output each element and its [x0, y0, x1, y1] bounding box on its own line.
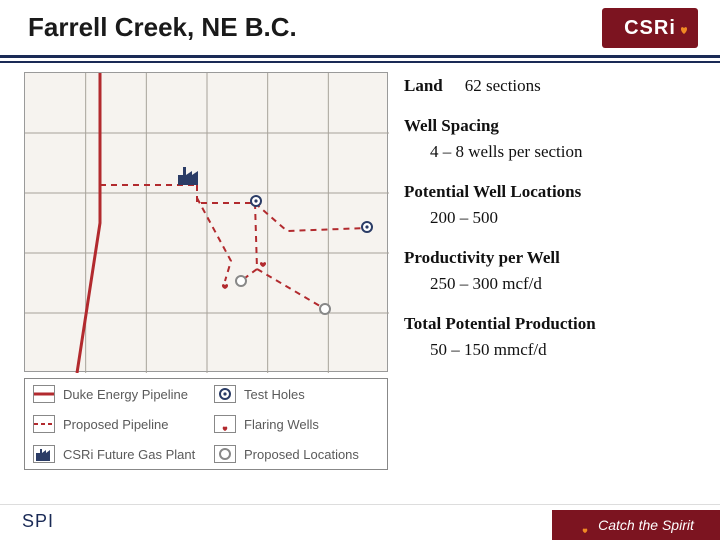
stat-spacing: Well Spacing 4 – 8 wells per section [404, 116, 704, 162]
legend-item-ploc: Proposed Locations [206, 439, 387, 469]
stat-value: 250 – 300 mcf/d [430, 274, 704, 294]
legend-item-plant: CSRi Future Gas Plant [25, 439, 206, 469]
footer-ribbon-text: Catch the Spirit [598, 517, 694, 533]
stat-productivity: Productivity per Well 250 – 300 mcf/d [404, 248, 704, 294]
legend-label: Proposed Locations [244, 447, 359, 462]
stat-total: Total Potential Production 50 – 150 mmcf… [404, 314, 704, 360]
footer-left: SPI [22, 511, 54, 532]
gas-plant-icon [33, 445, 55, 463]
proposed-location-icon [214, 445, 236, 463]
legend: Duke Energy Pipeline Test Holes Proposed… [24, 378, 388, 470]
title-bar: Farrell Creek, NE B.C. CSRi [0, 0, 720, 58]
stat-locations: Potential Well Locations 200 – 500 [404, 182, 704, 228]
map [24, 72, 388, 372]
stat-label: Land [404, 76, 443, 95]
stat-value: 4 – 8 wells per section [430, 142, 704, 162]
legend-label: Test Holes [244, 387, 305, 402]
flame-icon [676, 14, 692, 34]
legend-item-flare: Flaring Wells [206, 409, 387, 439]
map-svg [25, 73, 389, 373]
stat-label: Well Spacing [404, 116, 499, 135]
test-hole-icon [214, 385, 236, 403]
brand-logo-text: CSRi [624, 17, 676, 40]
footer-ribbon: Catch the Spirit [552, 510, 720, 540]
stat-value: 200 – 500 [430, 208, 704, 228]
proposed-pipeline-icon [33, 415, 55, 433]
legend-label: Duke Energy Pipeline [63, 387, 188, 402]
header-rule [0, 61, 720, 63]
legend-label: Proposed Pipeline [63, 417, 169, 432]
stat-value: 50 – 150 mmcf/d [430, 340, 704, 360]
legend-item-proposed: Proposed Pipeline [25, 409, 206, 439]
stat-label: Potential Well Locations [404, 182, 581, 201]
stats-panel: Land 62 sections Well Spacing 4 – 8 well… [404, 76, 704, 380]
duke-pipeline-icon [33, 385, 55, 403]
legend-label: Flaring Wells [244, 417, 319, 432]
stat-value: 62 sections [465, 76, 541, 95]
legend-label: CSRi Future Gas Plant [63, 447, 195, 462]
flame-icon [578, 517, 592, 533]
stat-label: Productivity per Well [404, 248, 560, 267]
footer: SPI Catch the Spirit [0, 504, 720, 540]
stat-land: Land 62 sections [404, 76, 704, 96]
legend-item-test: Test Holes [206, 379, 387, 409]
flaring-well-icon [214, 415, 236, 433]
legend-item-duke: Duke Energy Pipeline [25, 379, 206, 409]
slide-title: Farrell Creek, NE B.C. [28, 12, 297, 43]
brand-logo: CSRi [602, 8, 698, 48]
stat-label: Total Potential Production [404, 314, 596, 333]
